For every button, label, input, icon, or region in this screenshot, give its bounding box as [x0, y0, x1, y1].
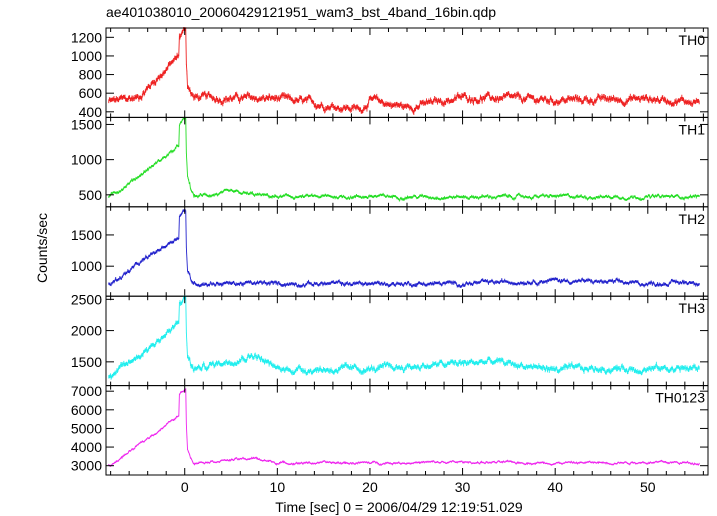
series-line-th2	[108, 209, 700, 289]
y-tick-label: 2500	[71, 291, 102, 307]
series-line-th1	[108, 117, 700, 202]
panel-th0123: 3000 4000 5000 6000 7000 TH0123	[71, 383, 709, 476]
y-tick-label: 5000	[71, 420, 102, 436]
y-axis-label: Counts/sec	[34, 213, 50, 283]
series-line-th0	[108, 27, 700, 116]
chart-title: ae401038010_20060429121951_wam3_bst_4ban…	[106, 4, 496, 20]
y-tick-label: 7000	[71, 383, 102, 399]
x-tick-label: 0	[181, 479, 189, 495]
series-line-th0123	[108, 388, 700, 467]
panel-th3: 1500 2000 2500 TH3	[71, 291, 709, 387]
panel-label: TH3	[679, 300, 706, 316]
y-tick-label: 1500	[71, 227, 102, 243]
series-line-th3	[108, 295, 700, 380]
x-axis-label: Time [sec] 0 = 2006/04/29 12:19:51.029	[275, 499, 523, 515]
panel-frame	[105, 385, 709, 476]
panel-label: TH2	[679, 211, 706, 227]
y-tick-label: 1000	[71, 152, 102, 168]
y-tick-label: 4000	[71, 439, 102, 455]
y-tick-label: 1000	[71, 48, 102, 64]
x-tick-label: 10	[270, 479, 286, 495]
x-tick-label: 30	[455, 479, 471, 495]
panel-label: TH1	[679, 121, 706, 137]
panel-frame	[105, 116, 709, 208]
y-tick-label: 800	[79, 67, 103, 83]
y-tick-label: 2000	[71, 323, 102, 339]
x-tick-label: 50	[640, 479, 656, 495]
panel-th2: 1000 1500 TH2	[71, 206, 709, 297]
y-tick-label: 600	[79, 85, 103, 101]
y-tick-label: 1200	[71, 29, 102, 45]
y-tick-label: 400	[79, 104, 103, 120]
y-tick-label: 3000	[71, 458, 102, 474]
y-tick-label: 1500	[71, 354, 102, 370]
y-tick-label: 1500	[71, 116, 102, 132]
panel-frame	[105, 295, 709, 387]
panel-th0: 400 600 800 1000 1200 TH0	[71, 27, 709, 120]
x-tick-label: 20	[362, 479, 378, 495]
y-tick-label: 1000	[71, 258, 102, 274]
x-tick-label: 40	[547, 479, 563, 495]
panel-label: TH0	[679, 32, 706, 48]
y-tick-label: 500	[79, 187, 103, 203]
panel-th1: 500 1000 1500 TH1	[71, 116, 709, 208]
panel-label: TH0123	[655, 390, 705, 406]
y-tick-label: 6000	[71, 402, 102, 418]
